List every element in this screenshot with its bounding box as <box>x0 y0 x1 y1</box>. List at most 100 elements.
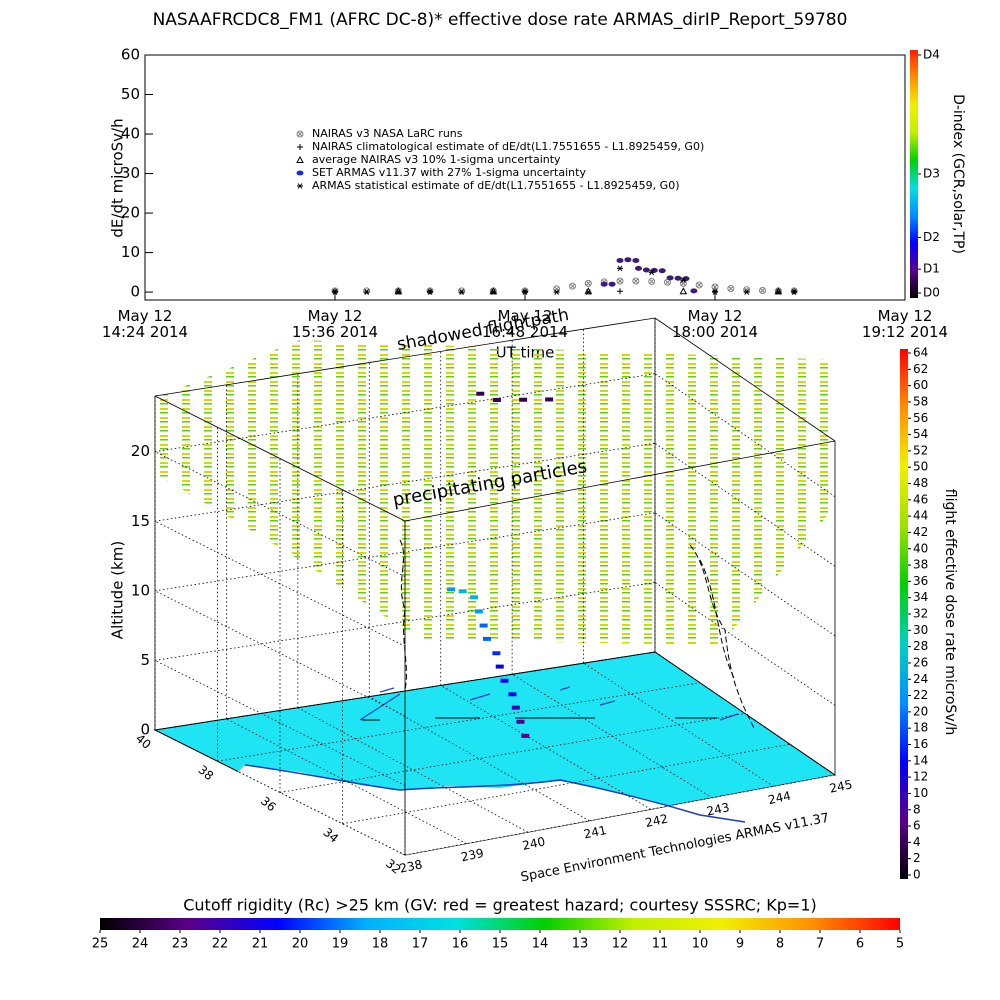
flight-point <box>519 397 528 402</box>
marker <box>666 275 674 281</box>
marker <box>712 289 718 295</box>
colorbar-tick-label: 14 <box>532 937 549 952</box>
colorbar-tick-label: 6 <box>856 937 864 952</box>
legend-symbol <box>297 183 303 189</box>
flight-point <box>500 678 509 683</box>
y-axis-label: dE/dt microSv/h <box>109 118 127 237</box>
colorbar-label: D-index (GCR,solar,TP) <box>950 94 966 254</box>
marker <box>632 257 640 263</box>
marker <box>616 257 624 263</box>
chart-title: NASAAFRCDC8_FM1 (AFRC DC-8)* effective d… <box>153 10 848 30</box>
marker <box>632 277 640 285</box>
colorbar-tick-label: 60 <box>913 378 928 392</box>
flight-point <box>470 595 479 600</box>
colorbar-tick-label: 26 <box>913 655 928 669</box>
grid-line <box>404 774 836 856</box>
z-tick-label: 0 <box>140 721 150 739</box>
x-tick-label: 243 <box>705 800 730 818</box>
colorbar-tick-label: 32 <box>913 607 928 621</box>
colorbar-tick-label: 6 <box>913 819 921 833</box>
marker <box>642 267 650 273</box>
colorbar-tick-label: 11 <box>652 937 669 952</box>
colorbar-title: Cutoff rigidity (Rc) >25 km (GV: red = g… <box>183 896 817 915</box>
colorbar-tick-label: 21 <box>252 937 269 952</box>
y-tick-label: 20 <box>121 204 140 222</box>
marker <box>522 289 528 295</box>
grid-line <box>654 442 836 567</box>
colorbar <box>910 50 918 298</box>
marker <box>585 289 592 295</box>
grid-line <box>654 512 836 637</box>
colorbar-tick-label: 9 <box>736 937 744 952</box>
colorbar-tick-label: 56 <box>913 411 928 425</box>
marker <box>727 285 735 292</box>
flight-point <box>508 692 517 697</box>
marker <box>758 287 766 294</box>
x-tick-label: 244 <box>767 789 792 807</box>
colorbar-tick-label: D2 <box>923 230 940 244</box>
coastline <box>244 764 746 823</box>
box-edge <box>154 395 406 522</box>
colorbar-tick-label: 5 <box>896 937 904 952</box>
colorbar-tick-label: 23 <box>172 937 189 952</box>
colorbar-tick-label: 64 <box>913 346 928 360</box>
marker <box>634 265 642 271</box>
grid-line <box>154 520 406 647</box>
colorbar-tick-label: 20 <box>292 937 309 952</box>
grid-line <box>279 713 746 793</box>
grid-line <box>654 651 836 776</box>
colorbar-tick-label: 10 <box>913 786 928 800</box>
colorbar-tick-label: 12 <box>612 937 629 952</box>
y-tick-label: 10 <box>121 243 140 261</box>
colorbar <box>100 918 900 930</box>
x-tick-label: May 12 19:12 2014 <box>862 307 948 341</box>
grid-line <box>154 590 406 717</box>
colorbar-tick-label: 24 <box>913 672 928 686</box>
grid-line <box>154 373 656 453</box>
flight-point <box>447 587 456 592</box>
colorbar-tick-label: 38 <box>913 558 928 572</box>
colorbar-tick-label: D3 <box>923 167 940 181</box>
colorbar-tick-label: 8 <box>913 802 921 816</box>
y-tick-label: 40 <box>121 125 140 143</box>
colorbar-tick-label: 28 <box>913 639 928 653</box>
grid-line <box>654 582 836 706</box>
marker <box>648 269 655 276</box>
marker <box>775 289 782 295</box>
marker <box>648 278 656 285</box>
z-tick-label: 15 <box>131 512 150 530</box>
marker <box>690 288 698 294</box>
colorbar-tick-label: 10 <box>692 937 709 952</box>
colorbar-tick-label: 30 <box>913 623 928 637</box>
colorbar-tick-label: 44 <box>913 509 928 523</box>
colorbar-tick-label: 4 <box>913 835 921 849</box>
marker <box>584 287 593 295</box>
flight-point <box>476 391 485 396</box>
colorbar-tick-label: 19 <box>332 937 349 952</box>
marker <box>568 282 576 290</box>
box-edge <box>654 317 836 442</box>
legend-label: average NAIRAS v3 10% 1-sigma uncertaint… <box>312 153 561 166</box>
colorbar-tick-label: 22 <box>913 688 928 702</box>
x-tick-label: 241 <box>583 823 608 841</box>
marker <box>395 289 402 295</box>
flight-point <box>492 397 501 402</box>
flight-point <box>482 636 491 641</box>
colorbar-tick-label: 25 <box>92 937 109 952</box>
box-edge <box>154 317 656 397</box>
colorbar-tick-label: 2 <box>913 851 921 865</box>
marker <box>743 289 750 295</box>
marker <box>584 279 592 287</box>
colorbar-label: flight effective dose rate microSv/h <box>942 489 958 735</box>
flight-point <box>492 651 501 656</box>
marker <box>680 277 687 284</box>
box-edge <box>404 440 836 522</box>
colorbar-tick-label: 16 <box>913 737 928 751</box>
x-tick-label: May 12 18:00 2014 <box>672 307 758 341</box>
colorbar-tick-label: 34 <box>913 590 928 604</box>
flight-point <box>511 705 520 710</box>
marker <box>553 289 560 295</box>
colorbar-tick-label: 24 <box>132 937 149 952</box>
